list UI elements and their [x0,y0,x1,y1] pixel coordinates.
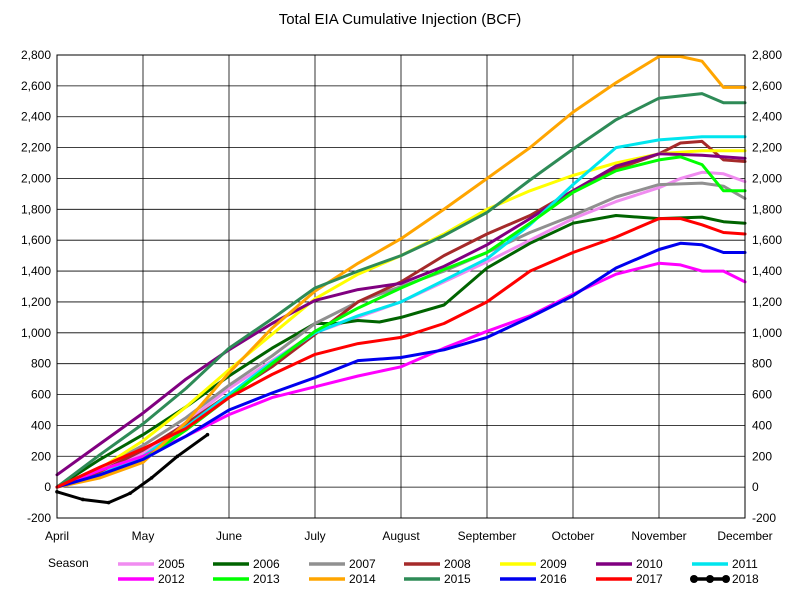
x-tick-label: August [382,529,420,543]
y-tick-label-left: 1,600 [21,233,51,247]
legend-label-2012: 2012 [158,572,185,586]
legend-label-2011: 2011 [732,557,758,571]
y-tick-label-right: 400 [752,418,772,432]
legend-label-2014: 2014 [349,572,376,586]
legend-label-2005: 2005 [158,557,185,571]
series-line-2014 [55,55,747,489]
y-tick-label-right: 2,000 [752,171,782,185]
y-tick-label-right: 0 [752,480,759,494]
legend-label-2008: 2008 [444,557,471,571]
series-point-2018 [175,454,180,459]
series-point-2018 [81,497,85,502]
legend-label-2015: 2015 [444,572,471,586]
y-tick-label-left: -200 [27,511,51,525]
y-tick-label-right: -200 [752,511,776,525]
legend-label-2009: 2009 [540,557,567,571]
series-line-2016 [55,241,747,489]
legend-marker-2018 [722,575,730,583]
plot-frame [56,54,746,519]
y-tick-label-left: 2,200 [21,141,51,155]
y-tick-label-right: 600 [752,388,772,402]
x-axis-ticks: April May June July August September October No… [45,529,773,543]
series-line-2017 [55,217,747,489]
y-tick-label-right: 2,200 [752,141,782,155]
y-tick-label-right: 2,800 [752,48,782,62]
y-tick-label-right: 1,200 [752,295,782,309]
y-tick-label-left: 600 [31,388,51,402]
y-tick-label-right: 2,400 [752,110,782,124]
legend: 2005 2006 2007 2008 2009 2010 2011 2012 2013 2014… [118,557,759,586]
x-tick-label: May [132,529,155,543]
y-tick-label-right: 800 [752,357,772,371]
legend-label-2010: 2010 [636,557,663,571]
legend-label-2013: 2013 [253,572,280,586]
x-tick-label: April [45,529,69,543]
legend-marker-2018 [706,575,714,583]
legend-marker-2018 [690,575,698,583]
x-tick-label: November [631,529,686,543]
series-point-2018 [106,500,111,505]
y-tick-label-left: 400 [31,418,51,432]
series-point-2018 [205,432,210,437]
legend-label-2007: 2007 [349,557,376,571]
y-tick-label-left: 1,200 [21,295,51,309]
y-tick-label-left: 1,000 [21,326,51,340]
legend-label-2006: 2006 [253,557,280,571]
chart-title: Total EIA Cumulative Injection (BCF) [279,11,522,28]
y-tick-label-left: 1,400 [21,264,51,278]
legend-label-2018: 2018 [732,572,759,586]
legend-label-2016: 2016 [540,572,567,586]
y-tick-label-left: 2,600 [21,79,51,93]
y-tick-label-left: 2,000 [21,171,51,185]
y-tick-label-right: 1,000 [752,326,782,340]
series-point-2018 [149,476,154,480]
series-line-2015 [55,92,747,489]
y-tick-label-left: 2,800 [21,48,51,62]
y-tick-label-right: 200 [752,449,772,463]
series-line-2010 [55,152,747,477]
series-point-2018 [128,491,132,496]
legend-label-2017: 2017 [636,572,663,586]
legend-title: Season [48,556,89,570]
y-tick-label-left: 0 [44,480,51,494]
series-lines [55,55,747,505]
y-tick-label-left: 2,400 [21,110,51,124]
y-tick-label-right: 1,800 [752,202,782,216]
y-tick-label-left: 1,800 [21,202,51,216]
y-tick-label-left: 800 [31,357,51,371]
x-tick-label: October [552,529,595,543]
x-tick-label: December [717,529,772,543]
y-tick-label-left: 200 [31,449,51,463]
y-tick-label-right: 2,600 [752,79,782,93]
y-axis-ticks: -200 -200 0 0 200 200 400 400 600 600 800 800 1,000 1… [21,48,782,525]
x-tick-label: July [304,529,325,543]
y-tick-label-right: 1,400 [752,264,782,278]
y-tick-label-right: 1,600 [752,233,782,247]
x-tick-label: June [216,529,242,543]
x-tick-label: September [458,529,517,543]
